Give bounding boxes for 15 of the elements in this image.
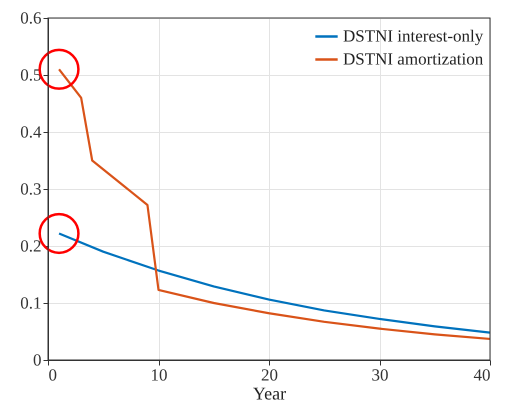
y-tick-label: 0 — [33, 350, 42, 370]
y-tick-label: 0.6 — [20, 8, 42, 28]
legend-label: DSTNI amortization — [343, 50, 484, 68]
y-tick-label: 0.3 — [20, 180, 42, 198]
x-tick-label: 30 — [372, 366, 388, 384]
y-tick-label: 0.4 — [20, 122, 42, 142]
x-axis-title: Year — [252, 384, 286, 404]
x-tick-label: 0 — [48, 366, 57, 384]
legend-label: DSTNI interest-only — [343, 26, 484, 46]
y-tick-label: 0.5 — [20, 66, 42, 84]
x-tick-label: 40 — [474, 366, 490, 384]
x-tick-label: 10 — [150, 366, 168, 384]
y-tick-label: 0.2 — [20, 236, 42, 256]
y-tick-label: 0.1 — [20, 294, 42, 312]
x-tick-label: 20 — [261, 366, 278, 384]
